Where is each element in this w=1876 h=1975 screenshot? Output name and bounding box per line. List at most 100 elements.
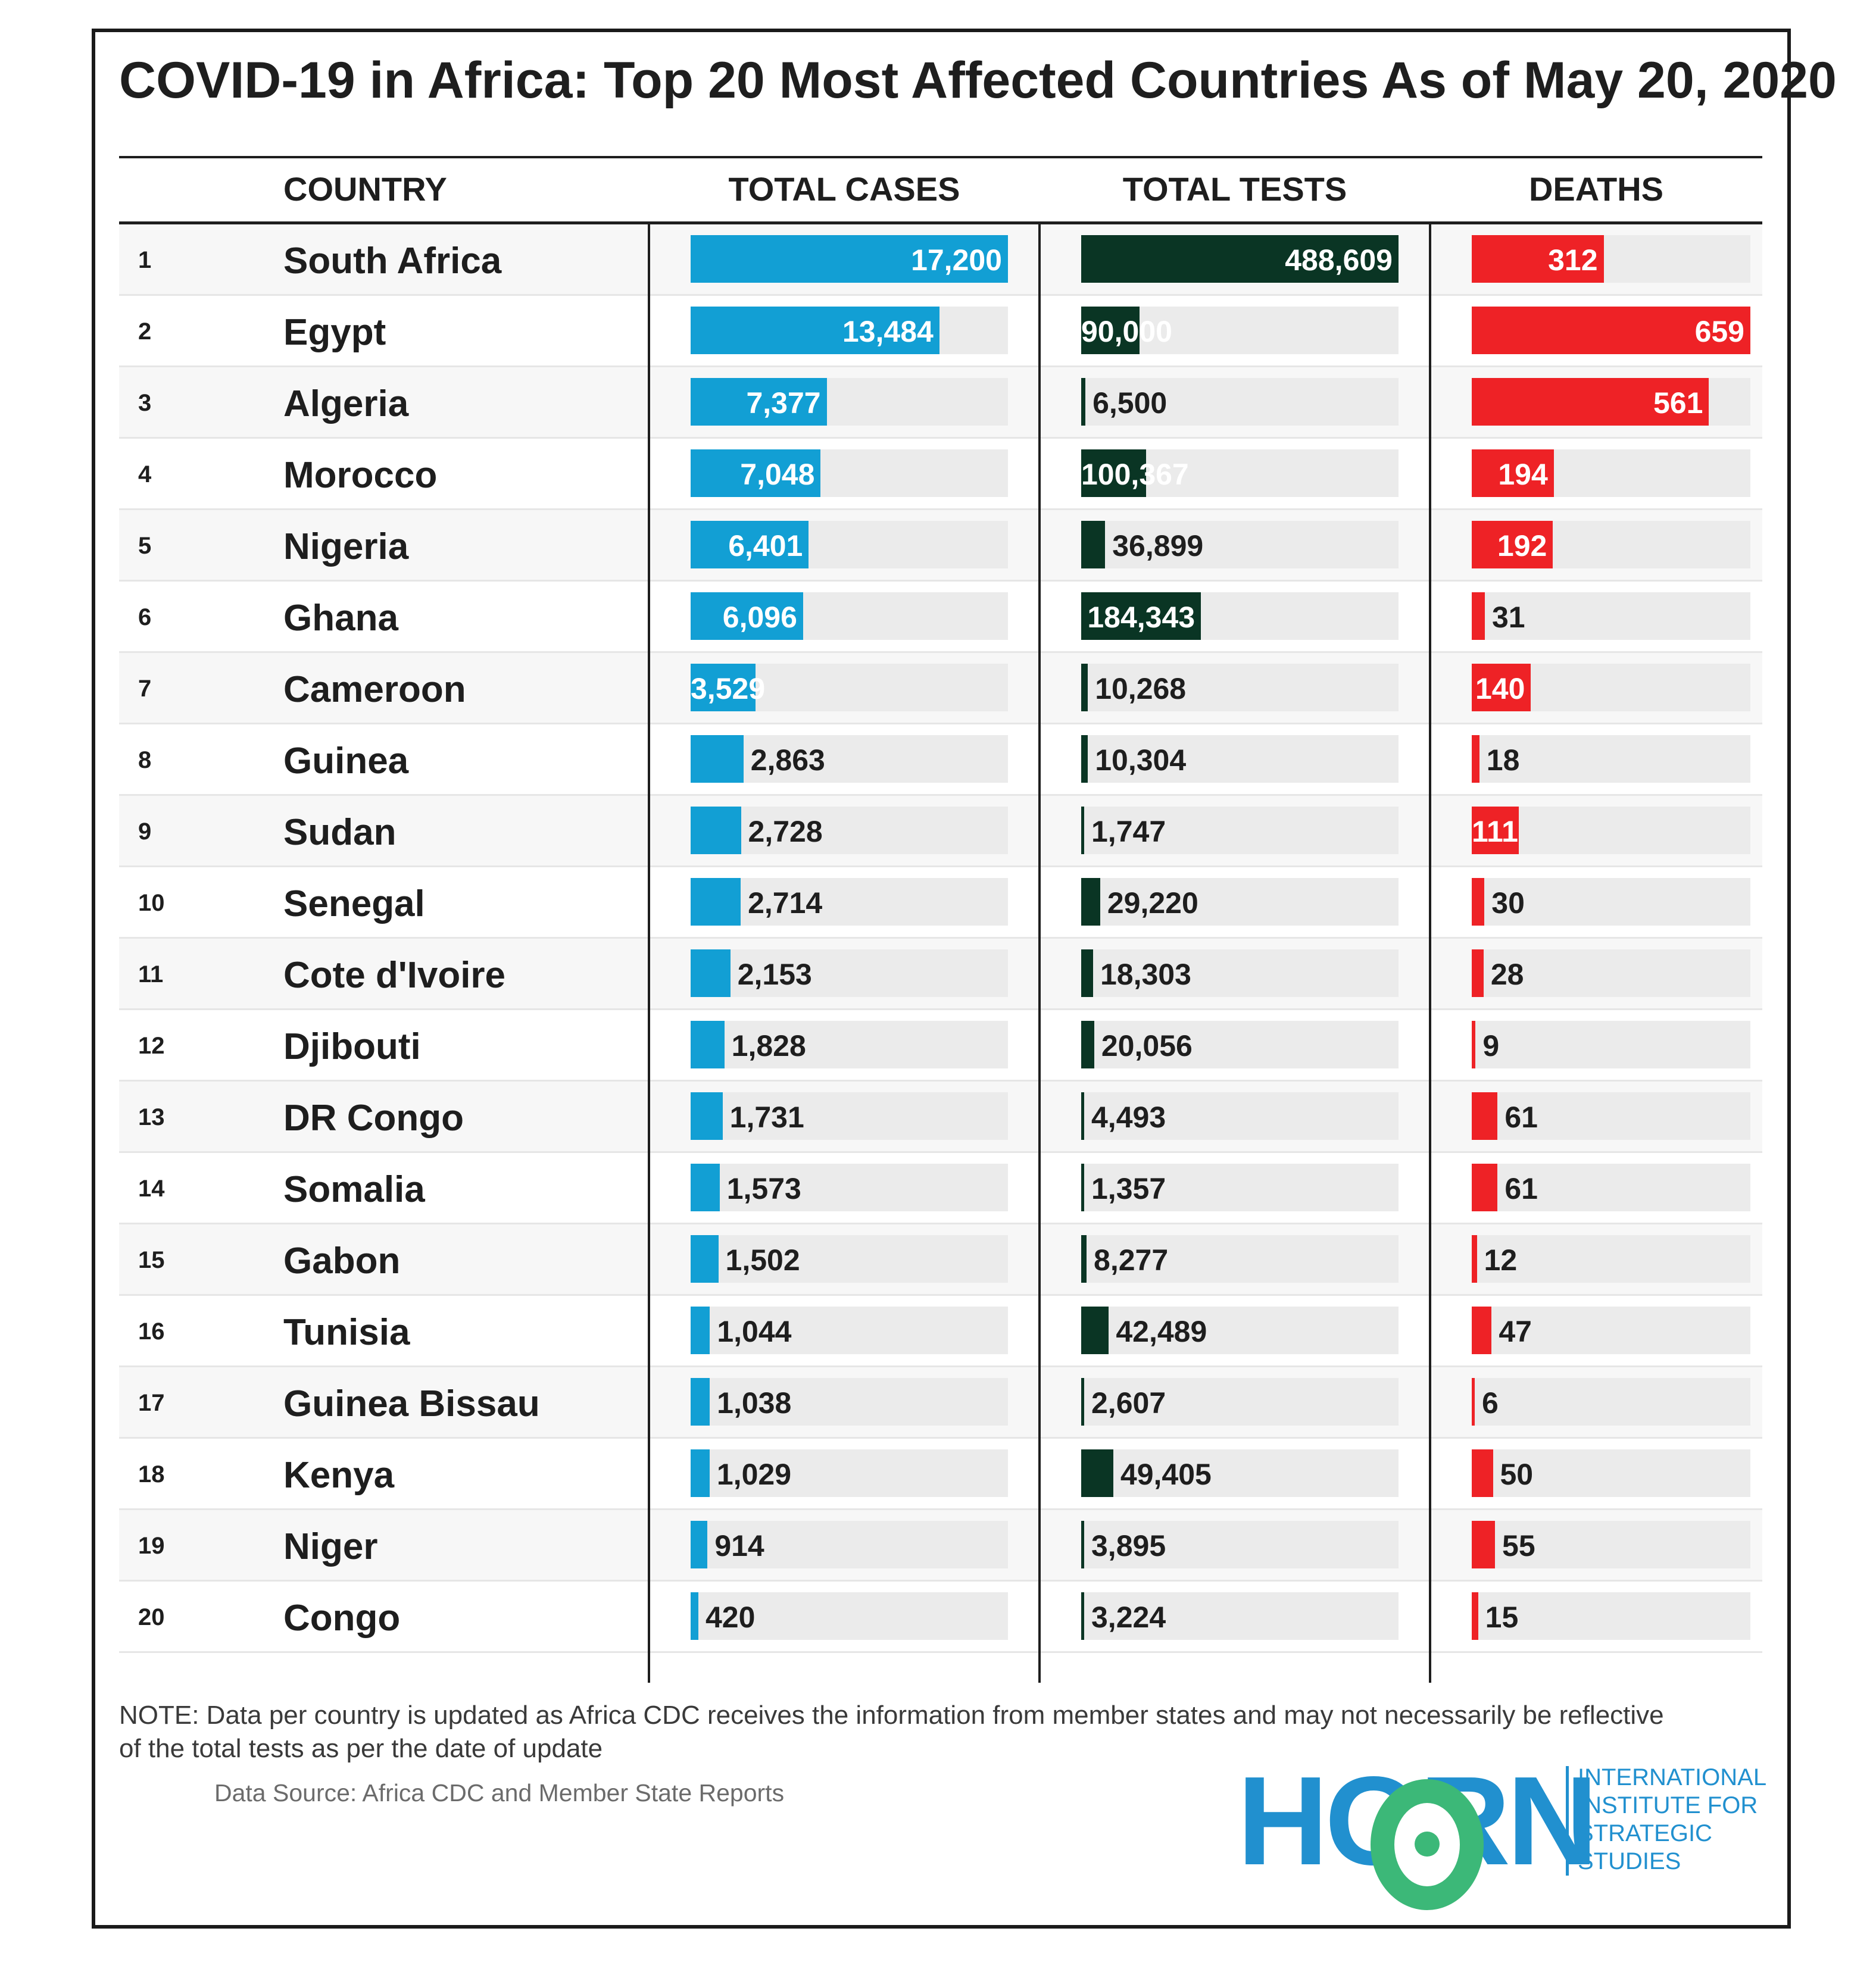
cases-value: 7,377 [746, 386, 821, 420]
table-row: 4 Morocco 7,048 100,367 194 [119, 439, 1762, 510]
tests-track [1081, 378, 1399, 426]
cases-bar [691, 664, 756, 711]
table-row: 12 Djibouti 1,828 20,056 9 [119, 1010, 1762, 1082]
row-separator [119, 1580, 1762, 1582]
country-name: Nigeria [283, 526, 409, 567]
cases-bar [691, 307, 939, 354]
column-divider-deaths [1429, 224, 1431, 1683]
row-separator [119, 651, 1762, 653]
cases-track [691, 1021, 1008, 1068]
tests-track [1081, 1521, 1399, 1568]
deaths-bar [1472, 378, 1709, 426]
cases-bar [691, 1521, 708, 1568]
header-total-tests: TOTAL TESTS [1122, 170, 1347, 208]
deaths-value: 6 [1482, 1386, 1499, 1420]
cases-value: 6,401 [728, 529, 803, 562]
country-name: Sudan [283, 812, 397, 853]
tests-value: 42,489 [1116, 1315, 1207, 1348]
cases-bar [691, 1164, 720, 1211]
cases-track [691, 1449, 1008, 1497]
cases-bar [691, 378, 827, 426]
tests-value: 29,220 [1107, 886, 1198, 920]
deaths-value: 47 [1499, 1315, 1532, 1348]
cases-bar [691, 1235, 719, 1283]
logo-o-icon [1371, 1779, 1484, 1910]
deaths-bar [1472, 1021, 1476, 1068]
table-row: 10 Senegal 2,714 29,220 30 [119, 867, 1762, 939]
tests-bar [1081, 1378, 1084, 1426]
cases-value: 914 [714, 1529, 764, 1562]
table-row: 17 Guinea Bissau 1,038 2,607 6 [119, 1367, 1762, 1439]
tests-bar [1081, 1235, 1087, 1283]
cases-value: 2,153 [737, 958, 812, 991]
tests-value: 18,303 [1100, 958, 1191, 991]
deaths-bar [1472, 1164, 1498, 1211]
tests-value: 90,000 [1081, 315, 1172, 348]
footnote: NOTE: Data per country is updated as Afr… [119, 1701, 1664, 1763]
deaths-value: 659 [1694, 315, 1744, 348]
cases-track [691, 1378, 1008, 1426]
row-separator [119, 794, 1762, 796]
cases-bar [691, 1021, 725, 1068]
rank-label: 5 [138, 533, 152, 559]
deaths-value: 140 [1475, 672, 1525, 705]
column-divider-cases [648, 224, 650, 1683]
cases-bar [691, 807, 741, 854]
country-name: Senegal [283, 883, 425, 924]
row-separator [119, 1294, 1762, 1296]
cases-track [691, 1307, 1008, 1354]
cases-value: 2,714 [748, 886, 823, 920]
row-separator [119, 1223, 1762, 1224]
tests-track [1081, 1378, 1399, 1426]
tests-track [1081, 1235, 1399, 1283]
rank-label: 3 [138, 390, 152, 416]
row-separator [119, 294, 1762, 296]
country-name: DR Congo [283, 1098, 464, 1139]
cases-bar [691, 592, 803, 640]
row-separator [119, 580, 1762, 582]
tests-bar [1081, 235, 1399, 283]
tests-value: 8,277 [1094, 1243, 1169, 1277]
row-separator [119, 1437, 1762, 1439]
table-row: 14 Somalia 1,573 1,357 61 [119, 1153, 1762, 1224]
deaths-value: 61 [1504, 1101, 1538, 1134]
deaths-track [1472, 1307, 1750, 1354]
cases-value: 1,731 [729, 1101, 804, 1134]
deaths-bar [1472, 735, 1479, 783]
deaths-bar [1472, 1307, 1492, 1354]
tests-bar [1081, 592, 1201, 640]
tests-track [1081, 807, 1399, 854]
tests-track [1081, 949, 1399, 997]
cases-track [691, 1521, 1008, 1568]
deaths-track [1472, 1449, 1750, 1497]
country-name: Gabon [283, 1240, 401, 1282]
deaths-bar [1472, 307, 1750, 354]
cases-value: 6,096 [722, 601, 797, 634]
deaths-bar [1472, 664, 1531, 711]
deaths-bar [1472, 1592, 1478, 1640]
cases-value: 7,048 [740, 458, 815, 491]
deaths-bar [1472, 1521, 1496, 1568]
tests-bar [1081, 307, 1140, 354]
cases-track [691, 949, 1008, 997]
tests-track [1081, 735, 1399, 783]
table-row: 18 Kenya 1,029 49,405 50 [119, 1439, 1762, 1510]
country-name: Niger [283, 1526, 378, 1567]
deaths-value: 55 [1502, 1529, 1535, 1562]
deaths-bar [1472, 1378, 1475, 1426]
tests-track [1081, 878, 1399, 926]
row-separator [119, 1365, 1762, 1367]
deaths-value: 18 [1486, 743, 1520, 777]
tests-value: 10,304 [1095, 743, 1187, 777]
rank-label: 11 [138, 961, 164, 988]
deaths-value: 192 [1497, 529, 1547, 562]
deaths-bar [1472, 1235, 1477, 1283]
deaths-value: 12 [1484, 1243, 1518, 1277]
deaths-track [1472, 1164, 1750, 1211]
cases-value: 1,828 [731, 1029, 806, 1062]
rank-label: 4 [138, 461, 152, 488]
deaths-track [1472, 878, 1750, 926]
data-source: Data Source: Africa CDC and Member State… [214, 1779, 785, 1807]
tests-track [1081, 1092, 1399, 1140]
table-row: 6 Ghana 6,096 184,343 31 [119, 582, 1762, 653]
